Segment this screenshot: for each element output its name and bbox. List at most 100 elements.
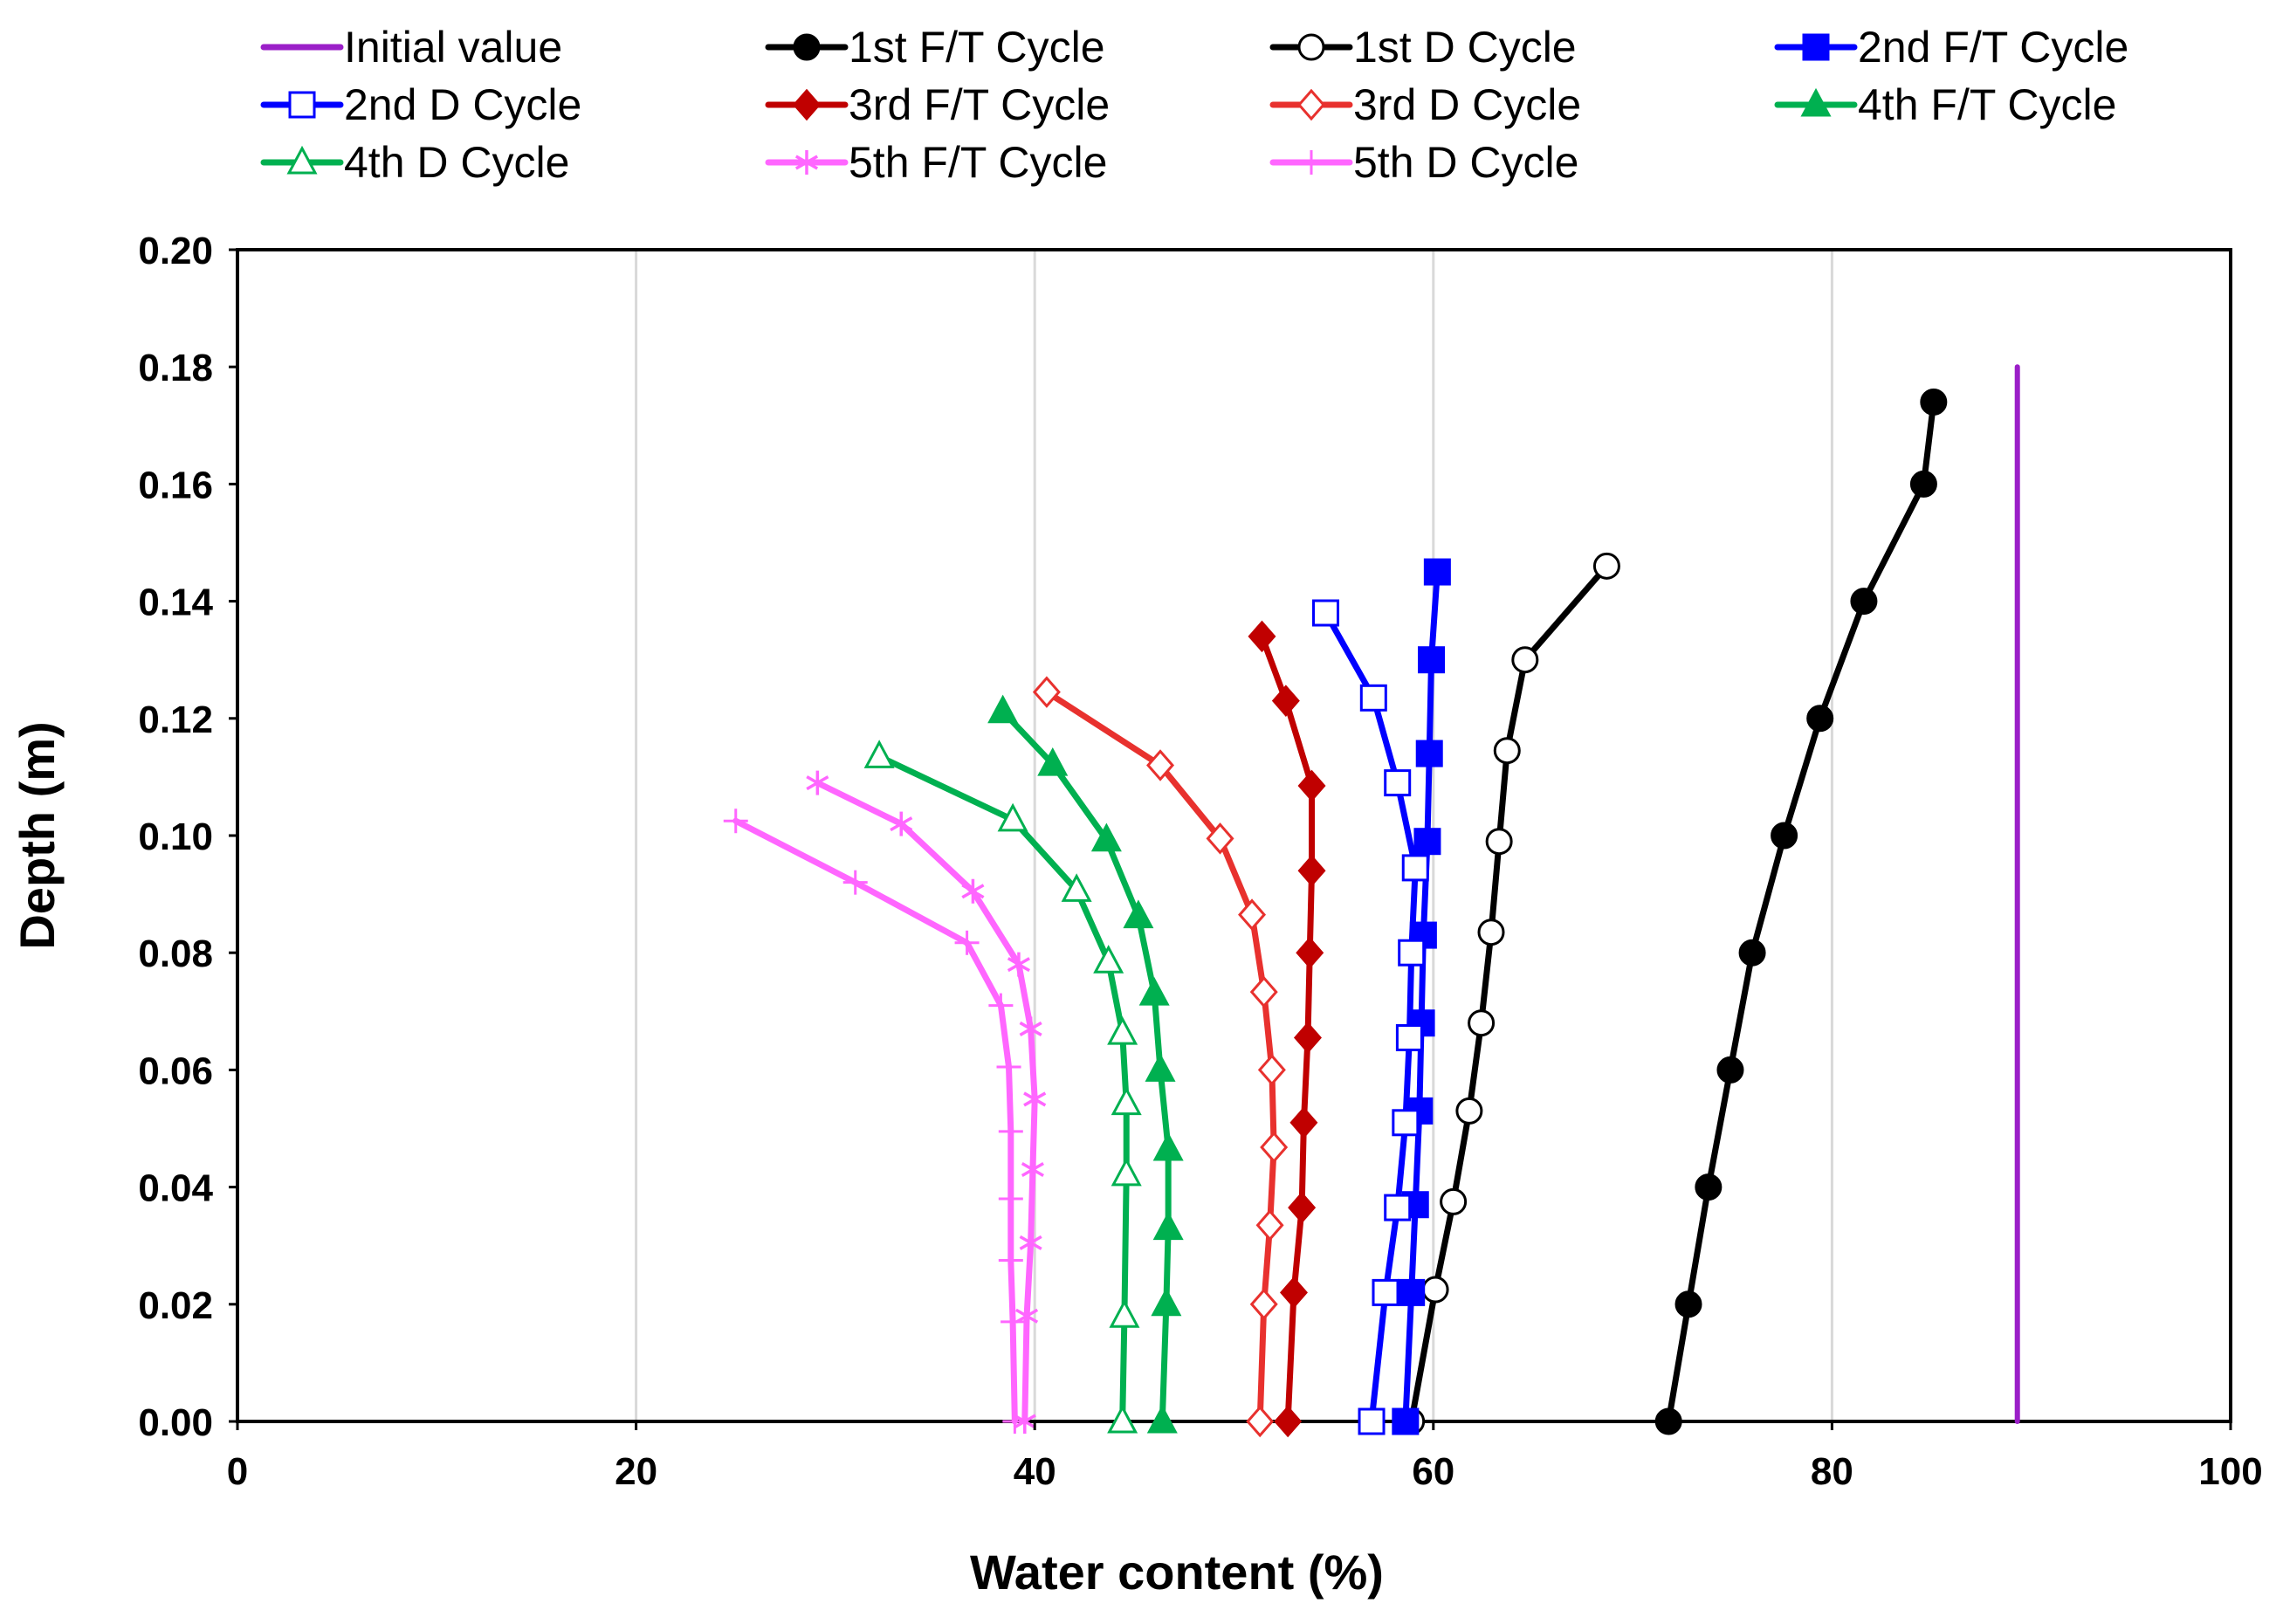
data-point <box>1107 1404 1138 1434</box>
data-point <box>998 1118 1023 1144</box>
data-point <box>1238 898 1267 931</box>
data-point <box>1477 919 1505 946</box>
data-point <box>1002 1409 1028 1434</box>
legend-label: 5th D Cycle <box>1353 138 1578 187</box>
data-point <box>1674 1290 1702 1318</box>
data-point <box>1372 1278 1399 1306</box>
x-axis-ticks: 0 20 40 60 80 100 <box>227 1421 2263 1493</box>
data-point <box>1109 1299 1140 1328</box>
data-point <box>1392 1407 1420 1435</box>
data-point <box>1151 1287 1182 1317</box>
data-point <box>1249 975 1278 1008</box>
data-point <box>1384 769 1412 797</box>
data-point <box>1260 1131 1289 1164</box>
data-point <box>1296 936 1324 969</box>
y-tick-label: 0.20 <box>138 230 213 272</box>
series-layer <box>723 364 2020 1438</box>
data-point <box>1107 1015 1138 1045</box>
data-point <box>793 33 821 61</box>
legend-item: 3rd F/T Cycle <box>765 80 1110 129</box>
x-tick-label: 20 <box>615 1450 657 1493</box>
data-point <box>1001 1309 1026 1334</box>
legend-item: 5th F/T Cycle <box>765 138 1107 187</box>
data-point <box>1398 939 1426 967</box>
data-point <box>1413 828 1441 856</box>
series-7 <box>987 694 1184 1434</box>
data-point <box>1716 1056 1744 1084</box>
legend: Initial value 1st F/T Cycle 1st D Cycle 2nd… <box>260 23 2128 187</box>
data-point <box>1920 388 1948 416</box>
legend-label: 1st F/T Cycle <box>849 23 1105 72</box>
data-point <box>723 809 748 834</box>
data-point <box>1455 1097 1483 1125</box>
data-point <box>1061 873 1092 902</box>
series-8 <box>863 740 1142 1434</box>
data-point <box>842 870 868 895</box>
data-point <box>1007 952 1030 977</box>
data-point <box>998 1248 1023 1273</box>
data-point <box>954 930 980 955</box>
data-point <box>1423 558 1451 586</box>
y-tick-label: 0.00 <box>138 1401 213 1444</box>
data-point <box>1802 33 1830 61</box>
data-point <box>997 802 1028 832</box>
data-point <box>1738 939 1766 967</box>
y-axis-label: Depth (m) <box>10 721 65 949</box>
data-point <box>1023 1086 1047 1111</box>
data-point <box>1255 1208 1284 1242</box>
data-point <box>1297 854 1326 887</box>
legend-label: 2nd F/T Cycle <box>1858 23 2128 72</box>
legend-item: 2nd D Cycle <box>260 80 581 129</box>
legend-item: 2nd F/T Cycle <box>1774 23 2128 72</box>
legend-item: 1st F/T Cycle <box>765 23 1105 72</box>
data-point <box>1145 1053 1176 1082</box>
data-point <box>1592 552 1620 580</box>
data-point <box>1146 1404 1178 1434</box>
data-point <box>1485 828 1513 856</box>
series-line <box>1323 609 1419 1425</box>
series-line <box>814 780 1038 1425</box>
series-6 <box>1032 676 1289 1438</box>
series-line <box>1402 568 1441 1425</box>
y-tick-label: 0.04 <box>138 1167 213 1210</box>
legend-label: 4th D Cycle <box>344 138 569 187</box>
legend-label: 2nd D Cycle <box>344 80 581 129</box>
data-point <box>1249 1288 1278 1321</box>
data-point <box>1279 1276 1308 1309</box>
data-point <box>1274 1405 1303 1438</box>
legend-label: 3rd D Cycle <box>1353 80 1581 129</box>
y-tick-label: 0.08 <box>138 932 213 975</box>
data-point <box>1511 646 1539 674</box>
data-point <box>987 694 1019 724</box>
data-point <box>1152 1211 1184 1241</box>
data-point <box>1206 822 1234 855</box>
legend-label: 1st D Cycle <box>1353 23 1577 72</box>
data-point <box>1421 1276 1449 1304</box>
data-point <box>288 91 316 119</box>
data-point <box>1654 1407 1682 1435</box>
data-point <box>1246 1405 1275 1438</box>
data-point <box>1146 749 1175 781</box>
data-point <box>1468 1009 1496 1037</box>
data-point <box>1392 1109 1420 1137</box>
data-point <box>1359 684 1387 712</box>
legend-label: Initial value <box>344 23 562 72</box>
x-tick-label: 80 <box>1811 1450 1853 1493</box>
data-point <box>1695 1173 1723 1201</box>
legend-item: 1st D Cycle <box>1269 23 1577 72</box>
y-tick-label: 0.16 <box>138 464 213 506</box>
data-point <box>794 150 819 175</box>
data-point <box>1297 33 1325 61</box>
legend-item: 4th F/T Cycle <box>1774 80 2116 129</box>
data-point <box>1800 87 1832 117</box>
data-point <box>1111 1086 1142 1116</box>
y-tick-label: 0.06 <box>138 1049 213 1092</box>
series-line <box>1408 562 1610 1425</box>
x-tick-label: 100 <box>2198 1450 2262 1493</box>
y-tick-label: 0.02 <box>138 1284 213 1327</box>
x-tick-label: 60 <box>1412 1450 1454 1493</box>
data-point <box>1312 599 1340 627</box>
x-tick-label: 0 <box>227 1450 248 1493</box>
data-point <box>1909 470 1937 498</box>
